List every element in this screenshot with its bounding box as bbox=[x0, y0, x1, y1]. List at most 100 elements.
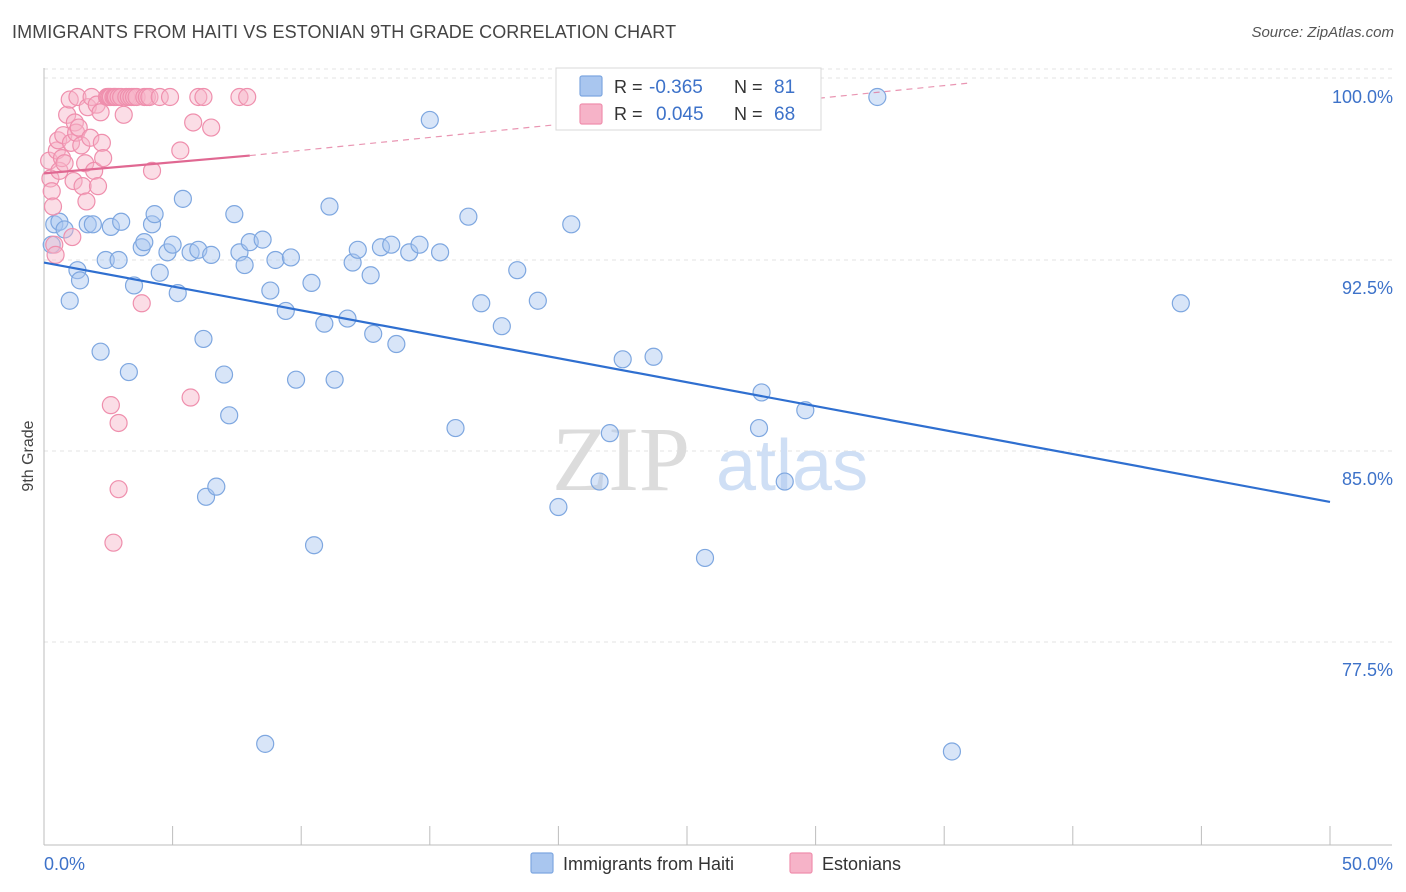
haiti-point-11 bbox=[101, 217, 120, 236]
haiti-point-75 bbox=[942, 742, 962, 761]
haiti-point-42 bbox=[315, 314, 334, 333]
series-legend: Immigrants from Haiti Estonians bbox=[530, 852, 901, 874]
haiti-point-33 bbox=[235, 255, 254, 275]
estonian-point-66 bbox=[109, 480, 128, 499]
haiti-point-53 bbox=[400, 243, 419, 262]
estonian-point-64 bbox=[101, 396, 120, 415]
stats-legend: R = -0.365 N = 81 R = 0.045 N = 68 bbox=[555, 67, 822, 131]
haiti-point-70 bbox=[752, 383, 771, 402]
stats-legend-n-label-pink: N = bbox=[734, 104, 768, 124]
estonian-point-43 bbox=[114, 105, 133, 124]
haiti-point-57 bbox=[446, 418, 465, 438]
watermark: ZIP atlas bbox=[552, 408, 868, 510]
estonian-point-49 bbox=[132, 294, 151, 313]
estonian-point-55 bbox=[160, 87, 180, 107]
estonian-point-24 bbox=[77, 192, 96, 211]
estonian-point-67 bbox=[104, 533, 123, 552]
estonian-point-59 bbox=[189, 87, 208, 107]
stats-legend-r-label-pink: R = bbox=[614, 104, 648, 124]
chart-title: IMMIGRANTS FROM HAITI VS ESTONIAN 9TH GR… bbox=[12, 22, 677, 42]
trend-lines bbox=[43, 82, 1331, 504]
haiti-point-43 bbox=[320, 197, 339, 216]
series-legend-label-haiti[interactable]: Immigrants from Haiti bbox=[563, 854, 734, 874]
haiti-point-80 bbox=[304, 536, 324, 555]
haiti-point-65 bbox=[590, 472, 609, 491]
estonian-point-20 bbox=[69, 118, 88, 137]
y-tick-label-3: 77.5% bbox=[1342, 660, 1393, 680]
haiti-point-54 bbox=[410, 235, 429, 254]
haiti-point-4 bbox=[60, 291, 79, 310]
haiti-point-69 bbox=[695, 548, 715, 568]
x-tick-label-min: 0.0% bbox=[44, 854, 85, 874]
stats-legend-r-value-blue: -0.365 bbox=[649, 77, 703, 98]
haiti-point-47 bbox=[348, 240, 367, 259]
estonian-point-58 bbox=[184, 113, 203, 132]
estonian-point-11 bbox=[55, 154, 74, 173]
haiti-point-27 bbox=[194, 329, 213, 349]
stats-legend-r-value-pink: 0.045 bbox=[656, 104, 704, 125]
haiti-point-66 bbox=[600, 424, 619, 443]
estonian-point-61 bbox=[202, 118, 221, 137]
series-legend-label-estonians[interactable]: Estonians bbox=[822, 854, 901, 874]
stats-legend-swatch-pink bbox=[579, 103, 603, 125]
haiti-point-67 bbox=[613, 350, 632, 369]
x-tick-label-max: 50.0% bbox=[1342, 854, 1393, 874]
haiti-point-36 bbox=[261, 281, 280, 300]
data-points bbox=[40, 87, 1190, 761]
watermark-atlas: atlas bbox=[716, 426, 868, 506]
stats-legend-swatch-blue bbox=[579, 75, 603, 97]
estonian-point-3 bbox=[43, 197, 63, 216]
estonian-point-5 bbox=[46, 245, 65, 264]
haiti-point-17 bbox=[135, 233, 154, 252]
estonian-point-48 bbox=[127, 87, 146, 107]
haiti-point-16 bbox=[132, 238, 151, 257]
y-tick-label-2: 85.0% bbox=[1342, 469, 1393, 489]
haiti-point-15 bbox=[124, 276, 144, 295]
haiti-point-37 bbox=[266, 250, 285, 270]
haiti-point-72 bbox=[749, 418, 769, 438]
estonian-point-62 bbox=[230, 87, 249, 107]
haiti-trend-line bbox=[43, 261, 1331, 504]
haiti-point-14 bbox=[119, 362, 138, 382]
series-legend-swatch-haiti[interactable] bbox=[530, 852, 554, 874]
estonian-point-30 bbox=[88, 177, 108, 196]
y-tick-label-1: 92.5% bbox=[1342, 278, 1393, 298]
estonian-point-65 bbox=[109, 413, 128, 433]
estonian-point-42 bbox=[112, 87, 131, 107]
haiti-point-49 bbox=[364, 324, 383, 343]
haiti-point-64 bbox=[549, 497, 568, 517]
haiti-point-52 bbox=[387, 334, 406, 354]
estonian-point-60 bbox=[194, 87, 213, 107]
haiti-point-12 bbox=[109, 250, 128, 270]
estonian-point-53 bbox=[142, 161, 162, 180]
estonian-point-54 bbox=[150, 87, 169, 107]
series-legend-swatch-estonians[interactable] bbox=[789, 852, 813, 874]
haiti-point-41 bbox=[302, 273, 321, 293]
haiti-point-68 bbox=[644, 347, 663, 366]
haiti-point-62 bbox=[528, 291, 547, 310]
chart-source: Source: ZipAtlas.com bbox=[1251, 24, 1394, 41]
estonian-point-22 bbox=[73, 177, 92, 196]
haiti-point-19 bbox=[145, 205, 164, 224]
haiti-point-28 bbox=[202, 245, 221, 264]
estonian-point-9 bbox=[52, 149, 72, 168]
haiti-point-74 bbox=[868, 87, 887, 107]
estonian-point-15 bbox=[63, 227, 82, 247]
haiti-point-10 bbox=[96, 250, 115, 270]
haiti-point-38 bbox=[281, 248, 301, 267]
stats-legend-n-value-pink: 68 bbox=[774, 104, 795, 125]
haiti-point-3 bbox=[55, 220, 74, 239]
watermark-zip: ZIP bbox=[552, 408, 690, 510]
estonian-point-26 bbox=[81, 128, 100, 147]
haiti-point-20 bbox=[150, 263, 169, 282]
estonian-point-2 bbox=[42, 182, 61, 201]
haiti-point-76 bbox=[1171, 294, 1190, 313]
haiti-point-58 bbox=[459, 207, 478, 226]
estonian-point-16 bbox=[64, 171, 83, 191]
haiti-point-31 bbox=[225, 205, 244, 224]
haiti-point-1 bbox=[45, 215, 64, 234]
haiti-point-35 bbox=[253, 230, 272, 249]
haiti-point-59 bbox=[472, 294, 491, 313]
estonian-point-63 bbox=[238, 87, 257, 107]
haiti-point-22 bbox=[163, 235, 182, 254]
